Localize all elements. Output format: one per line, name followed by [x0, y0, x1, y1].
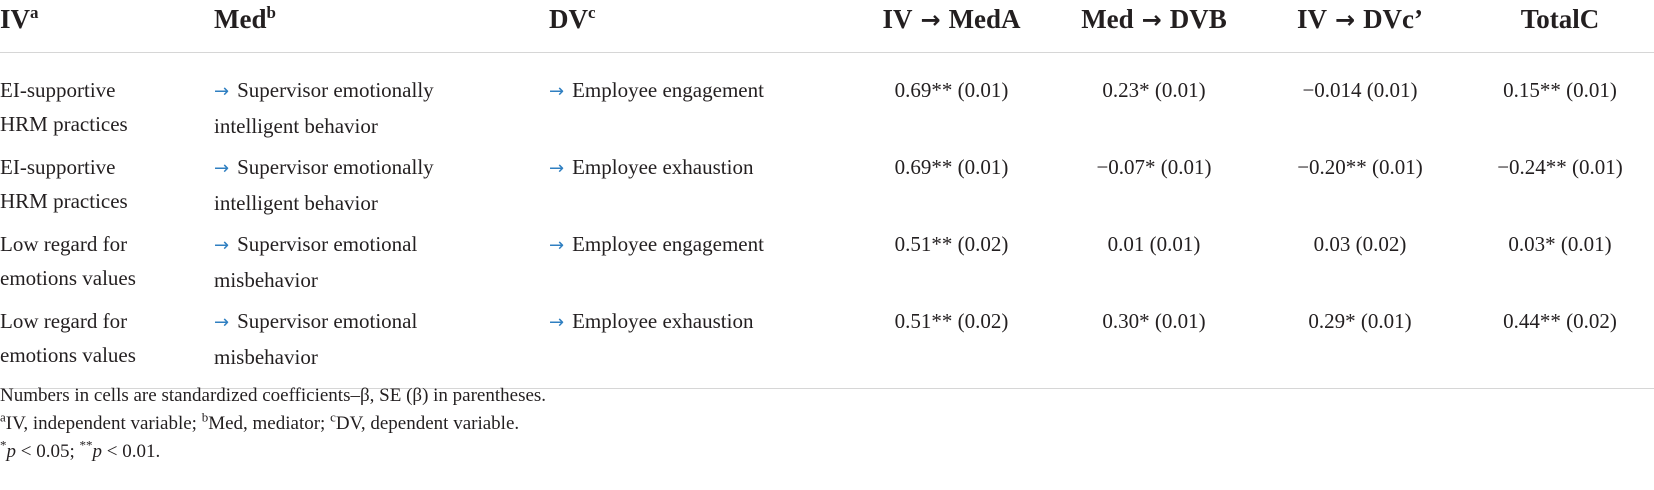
cell-iv: EI-supportive HRM practices [0, 155, 128, 213]
cell-med-to-dv: 0.30* (0.01) [1102, 309, 1206, 333]
cell-iv-to-med: 0.69** (0.01) [894, 155, 1009, 179]
table-header: IVa Medb DVc IV → MedA Med → DVB IV → DVc’ Tot… [0, 0, 1654, 53]
right-arrow-icon: → [549, 81, 565, 102]
header-med: Medb [214, 3, 276, 34]
right-arrow-icon: → [214, 312, 230, 333]
header-total: TotalC [1520, 4, 1600, 34]
cell-iv-to-med: 0.51** (0.02) [894, 309, 1009, 333]
right-arrow-icon: → [1141, 6, 1162, 34]
cell-dv: → Employee exhaustion [549, 155, 754, 179]
footnote-abbreviations: aIV, independent variable; bMed, mediato… [0, 409, 520, 434]
header-med-to-dv: Med → DVB [1081, 4, 1227, 34]
header-dv: DVc [549, 3, 596, 34]
cell-iv-to-med: 0.69** (0.01) [894, 78, 1009, 102]
cell-iv-to-dv: 0.03 (0.02) [1313, 232, 1407, 256]
cell-med: → Supervisor emotionally intelligent behav… [214, 155, 434, 215]
cell-iv-to-dv: 0.29* (0.01) [1308, 309, 1412, 333]
cell-dv: → Employee engagement [549, 232, 764, 256]
cell-total: 0.15** (0.01) [1503, 78, 1617, 102]
footnote-significance: *p < 0.05; **p < 0.01. [0, 437, 161, 462]
cell-total: −0.24** (0.01) [1497, 155, 1623, 179]
cell-iv-to-med: 0.51** (0.02) [894, 232, 1009, 256]
cell-med: → Supervisor emotional misbehavior [214, 232, 418, 292]
cell-med-to-dv: 0.23* (0.01) [1102, 78, 1206, 102]
cell-med: → Supervisor emotionally intelligent behav… [214, 78, 434, 138]
right-arrow-icon: → [549, 158, 565, 179]
table-row: Low regard for emotions values → Superviso… [0, 227, 1654, 304]
cell-dv: → Employee engagement [549, 78, 764, 102]
cell-med-to-dv: 0.01 (0.01) [1107, 232, 1201, 256]
header-iv-to-dv: IV → DVc’ [1296, 4, 1424, 34]
right-arrow-icon: → [549, 312, 565, 333]
table-footnotes: Numbers in cells are standardized coeffi… [0, 382, 546, 466]
cell-dv: → Employee exhaustion [549, 309, 754, 333]
cell-med: → Supervisor emotional misbehavior [214, 309, 418, 369]
cell-iv: Low regard for emotions values [0, 309, 136, 367]
cell-iv: Low regard for emotions values [0, 232, 136, 290]
right-arrow-icon: → [920, 6, 941, 34]
right-arrow-icon: → [214, 158, 230, 179]
header-iv-to-med: IV → MedA [882, 4, 1021, 34]
cell-total: 0.44** (0.02) [1503, 309, 1617, 333]
cell-med-to-dv: −0.07* (0.01) [1096, 155, 1212, 179]
right-arrow-icon: → [1334, 6, 1356, 34]
footnote-coefficients: Numbers in cells are standardized coeffi… [0, 385, 547, 406]
right-arrow-icon: → [214, 235, 230, 256]
right-arrow-icon: → [549, 235, 565, 256]
table-body: EI-supportive HRM practices → Supervisor e… [0, 53, 1654, 389]
cell-iv-to-dv: −0.20** (0.01) [1297, 155, 1423, 179]
mediation-table-wrapper: IVa Medb DVc IV → MedA Med → DVB IV → DVc’ Tot… [0, 0, 1654, 389]
header-row: IVa Medb DVc IV → MedA Med → DVB IV → DVc’ Tot… [0, 0, 1654, 53]
header-iv: IVa [0, 3, 39, 34]
cell-total: 0.03* (0.01) [1508, 232, 1612, 256]
cell-iv: EI-supportive HRM practices [0, 78, 128, 136]
right-arrow-icon: → [214, 81, 230, 102]
table-row: EI-supportive HRM practices → Supervisor e… [0, 150, 1654, 227]
mediation-results-table: IVa Medb DVc IV → MedA Med → DVB IV → DVc’ Tot… [0, 0, 1654, 389]
cell-iv-to-dv: −0.014 (0.01) [1302, 78, 1418, 102]
table-row: EI-supportive HRM practices → Supervisor e… [0, 53, 1654, 151]
table-row: Low regard for emotions values → Superviso… [0, 304, 1654, 389]
